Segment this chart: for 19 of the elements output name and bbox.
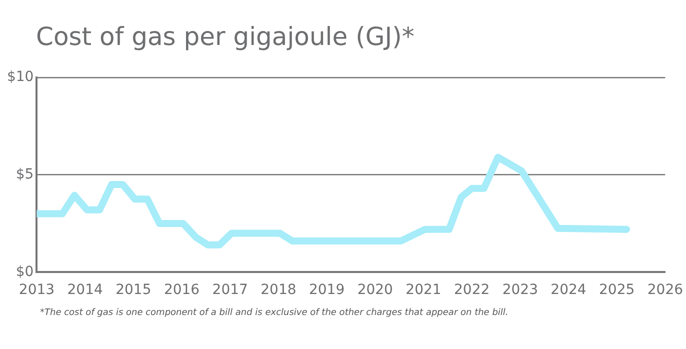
y-tick-label: $5 [16, 166, 34, 182]
x-tick-label: 2014 [67, 282, 103, 298]
x-tick-label: 2025 [599, 282, 635, 298]
x-tick-label: 2016 [164, 282, 200, 298]
text: *The cost of gas is one component of a bill and is exclusive of the other charges that appear on the bill. [40, 308, 508, 318]
x-tick-label: 2017 [212, 282, 248, 298]
x-tick-label: 2026 [647, 282, 684, 298]
x-tick-label: 2013 [18, 282, 55, 298]
x-tick-label: 2020 [357, 282, 393, 298]
y-tick-label: $10 [6, 69, 34, 86]
x-tick-label: 2024 [550, 282, 586, 298]
chart-title: Cost of gas per gigajoule (GJ)* [36, 22, 414, 51]
x-tick-label: 2019 [308, 282, 345, 298]
x-tick-label: 2018 [260, 282, 296, 298]
x-tick-label: 2022 [454, 282, 490, 298]
y-tick-label: $0 [16, 264, 34, 280]
x-tick-label: 2015 [116, 282, 152, 298]
x-tick-label: 2021 [406, 282, 442, 298]
x-tick-label: 2023 [502, 282, 538, 298]
